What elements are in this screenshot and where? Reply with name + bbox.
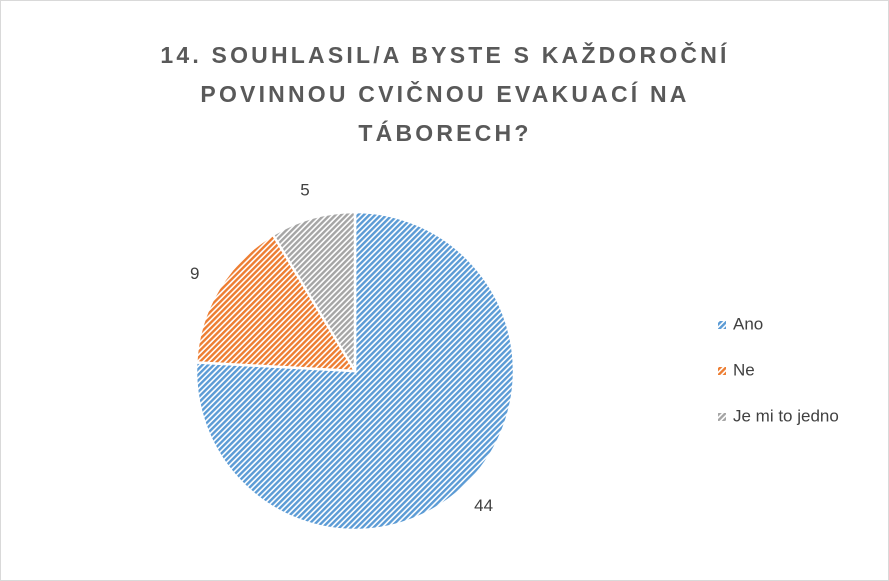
- data-label: 5: [300, 180, 309, 199]
- chart-title: 14. SOUHLASIL/A BYSTE S KAŽDOROČNÍ POVIN…: [160, 42, 730, 146]
- legend-swatch: [718, 367, 726, 375]
- legend-label: Ne: [733, 360, 755, 379]
- pie-slice: [271, 210, 357, 376]
- legend-swatch: [718, 321, 726, 329]
- data-label: 9: [190, 264, 199, 283]
- pie-slice: [194, 233, 358, 373]
- data-label: 44: [474, 496, 493, 515]
- legend-label: Je mi to jedno: [733, 406, 839, 425]
- legend-label: Ano: [733, 314, 763, 333]
- legend-swatch: [718, 413, 726, 421]
